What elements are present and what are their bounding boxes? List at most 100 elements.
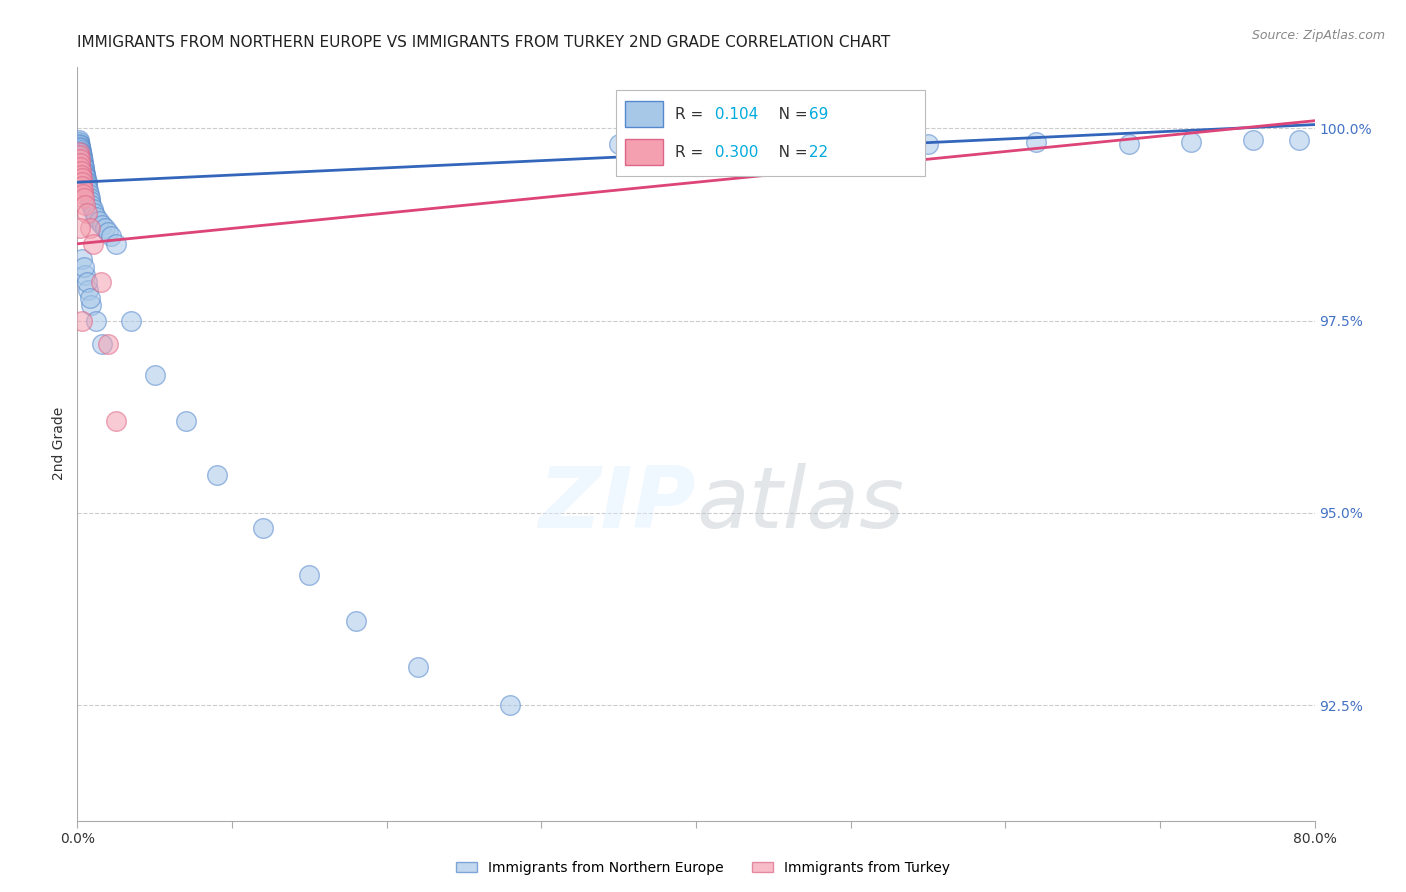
- Point: [70, 148, 93, 162]
- FancyBboxPatch shape: [616, 89, 925, 177]
- Point: [82, 202, 104, 217]
- Point: [105, 236, 127, 251]
- Point: [83, 206, 105, 220]
- Point: [69, 143, 91, 157]
- Point: [72, 156, 94, 170]
- Text: 69: 69: [804, 107, 828, 122]
- Point: [91, 218, 114, 232]
- Point: [76, 206, 98, 220]
- Point: [79, 291, 101, 305]
- Point: [77, 186, 100, 201]
- Text: N =: N =: [763, 107, 813, 122]
- Point: [1180, 135, 1202, 149]
- Text: IMMIGRANTS FROM NORTHERN EUROPE VS IMMIGRANTS FROM TURKEY 2ND GRADE CORRELATION : IMMIGRANTS FROM NORTHERN EUROPE VS IMMIG…: [77, 36, 890, 51]
- Point: [70, 171, 93, 186]
- Point: [72, 191, 94, 205]
- Point: [90, 275, 111, 289]
- Point: [1288, 133, 1310, 147]
- Point: [69, 136, 91, 151]
- Point: [76, 179, 98, 194]
- Point: [499, 698, 522, 713]
- Point: [75, 171, 97, 186]
- Text: 0.104: 0.104: [710, 107, 758, 122]
- Point: [1025, 135, 1047, 149]
- Point: [72, 153, 94, 168]
- Point: [97, 336, 120, 351]
- Point: [205, 467, 228, 482]
- Text: R =: R =: [675, 107, 709, 122]
- Point: [70, 145, 93, 159]
- Text: atlas: atlas: [696, 463, 904, 546]
- Point: [80, 198, 103, 212]
- Point: [73, 163, 96, 178]
- Point: [1241, 133, 1264, 147]
- FancyBboxPatch shape: [626, 138, 662, 165]
- Point: [76, 175, 98, 189]
- Point: [839, 135, 862, 149]
- Point: [70, 168, 93, 182]
- Point: [79, 191, 101, 205]
- Point: [75, 169, 97, 183]
- Point: [69, 160, 91, 174]
- Point: [77, 183, 100, 197]
- Point: [70, 146, 93, 161]
- Point: [75, 198, 96, 212]
- Point: [75, 168, 96, 182]
- Point: [76, 177, 98, 191]
- Point: [84, 210, 107, 224]
- Point: [121, 314, 143, 328]
- Point: [73, 161, 96, 176]
- Point: [87, 213, 110, 227]
- Point: [80, 298, 103, 312]
- Point: [72, 158, 94, 172]
- Point: [67, 145, 90, 159]
- Point: [69, 221, 91, 235]
- Point: [67, 133, 90, 147]
- Point: [174, 414, 197, 428]
- Point: [70, 150, 93, 164]
- Point: [97, 225, 120, 239]
- Point: [70, 314, 93, 328]
- Point: [79, 221, 101, 235]
- Point: [72, 183, 94, 197]
- Point: [298, 567, 321, 582]
- Text: R =: R =: [675, 145, 709, 160]
- Point: [69, 138, 91, 153]
- Point: [607, 136, 630, 151]
- Point: [67, 148, 90, 162]
- Point: [94, 221, 117, 235]
- Point: [406, 660, 429, 674]
- Point: [73, 260, 96, 274]
- Point: [72, 152, 94, 166]
- Text: N =: N =: [763, 145, 813, 160]
- Point: [716, 138, 738, 153]
- Point: [72, 160, 94, 174]
- Point: [69, 156, 91, 170]
- Point: [73, 166, 96, 180]
- Legend: Immigrants from Northern Europe, Immigrants from Turkey: Immigrants from Northern Europe, Immigra…: [451, 855, 955, 880]
- Point: [72, 179, 94, 194]
- Text: 22: 22: [804, 145, 828, 160]
- Point: [100, 229, 122, 244]
- Point: [143, 368, 166, 382]
- Point: [344, 614, 367, 628]
- Text: ZIP: ZIP: [538, 463, 696, 546]
- Point: [76, 275, 98, 289]
- Point: [82, 236, 104, 251]
- Point: [91, 336, 114, 351]
- Point: [69, 140, 91, 154]
- Point: [252, 521, 274, 535]
- Point: [1118, 136, 1140, 151]
- Point: [79, 194, 101, 209]
- Y-axis label: 2nd Grade: 2nd Grade: [52, 407, 66, 481]
- FancyBboxPatch shape: [626, 101, 662, 128]
- Point: [917, 136, 939, 151]
- Point: [75, 268, 96, 282]
- Point: [69, 141, 91, 155]
- Text: 0.300: 0.300: [710, 145, 758, 160]
- Point: [67, 135, 90, 149]
- Text: Source: ZipAtlas.com: Source: ZipAtlas.com: [1251, 29, 1385, 43]
- Point: [70, 175, 93, 189]
- Point: [69, 163, 91, 178]
- Point: [70, 252, 93, 267]
